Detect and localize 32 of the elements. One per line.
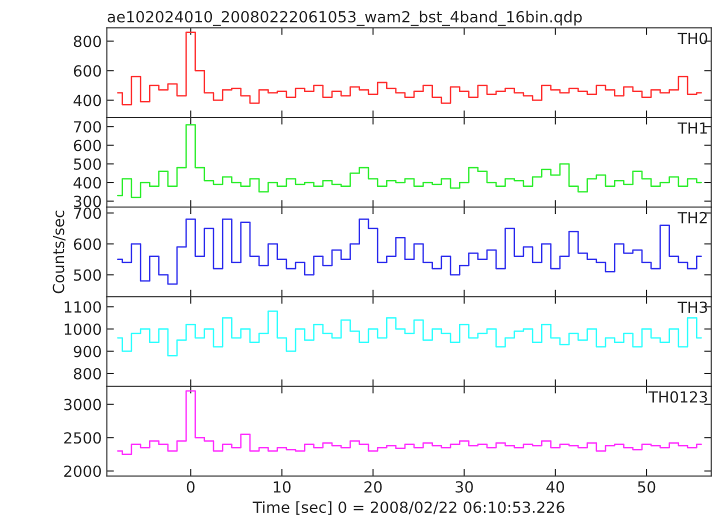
y-tick-label: 900 <box>74 346 101 358</box>
y-tick-label: 600 <box>74 65 101 77</box>
x-tick-label: 0 <box>186 481 195 493</box>
annotation: TH0 <box>678 32 708 44</box>
x-tick-label: 20 <box>364 481 382 493</box>
x-tick-label: 50 <box>638 481 656 493</box>
y-axis-title: Counts/sec <box>52 210 66 294</box>
x-axis-title: Time [sec] 0 = 2008/02/22 06:10:53.226 <box>252 501 564 515</box>
chart-title: ae102024010_20080222061053_wam2_bst_4band_16bin.qdp <box>108 10 582 26</box>
y-tick-label: 1000 <box>64 323 101 336</box>
y-tick-label: 1100 <box>64 301 101 313</box>
y-tick-label: 400 <box>74 94 101 106</box>
y-tick-label: 2000 <box>64 465 101 478</box>
y-tick-label: 800 <box>74 368 101 380</box>
x-tick-label: 30 <box>456 481 473 493</box>
annotation: TH3 <box>678 302 708 314</box>
y-tick-label: 800 <box>74 36 101 48</box>
y-tick-label: 600 <box>74 238 101 250</box>
annotation: TH1 <box>678 122 707 134</box>
x-tick-label: 40 <box>546 481 564 493</box>
y-tick-label: 2500 <box>64 432 101 444</box>
y-tick-label: 3000 <box>64 398 101 410</box>
y-tick-label: 700 <box>74 121 101 133</box>
y-tick-label: 500 <box>74 158 101 170</box>
y-tick-label: 500 <box>74 269 101 281</box>
y-tick-label: 700 <box>74 207 101 220</box>
y-tick-label: 300 <box>74 196 101 208</box>
y-tick-label: 400 <box>74 176 101 189</box>
annotation: TH0123 <box>648 391 708 403</box>
annotation: TH2 <box>678 212 707 224</box>
x-tick-label: 10 <box>274 481 291 493</box>
y-tick-label: 600 <box>74 140 101 152</box>
